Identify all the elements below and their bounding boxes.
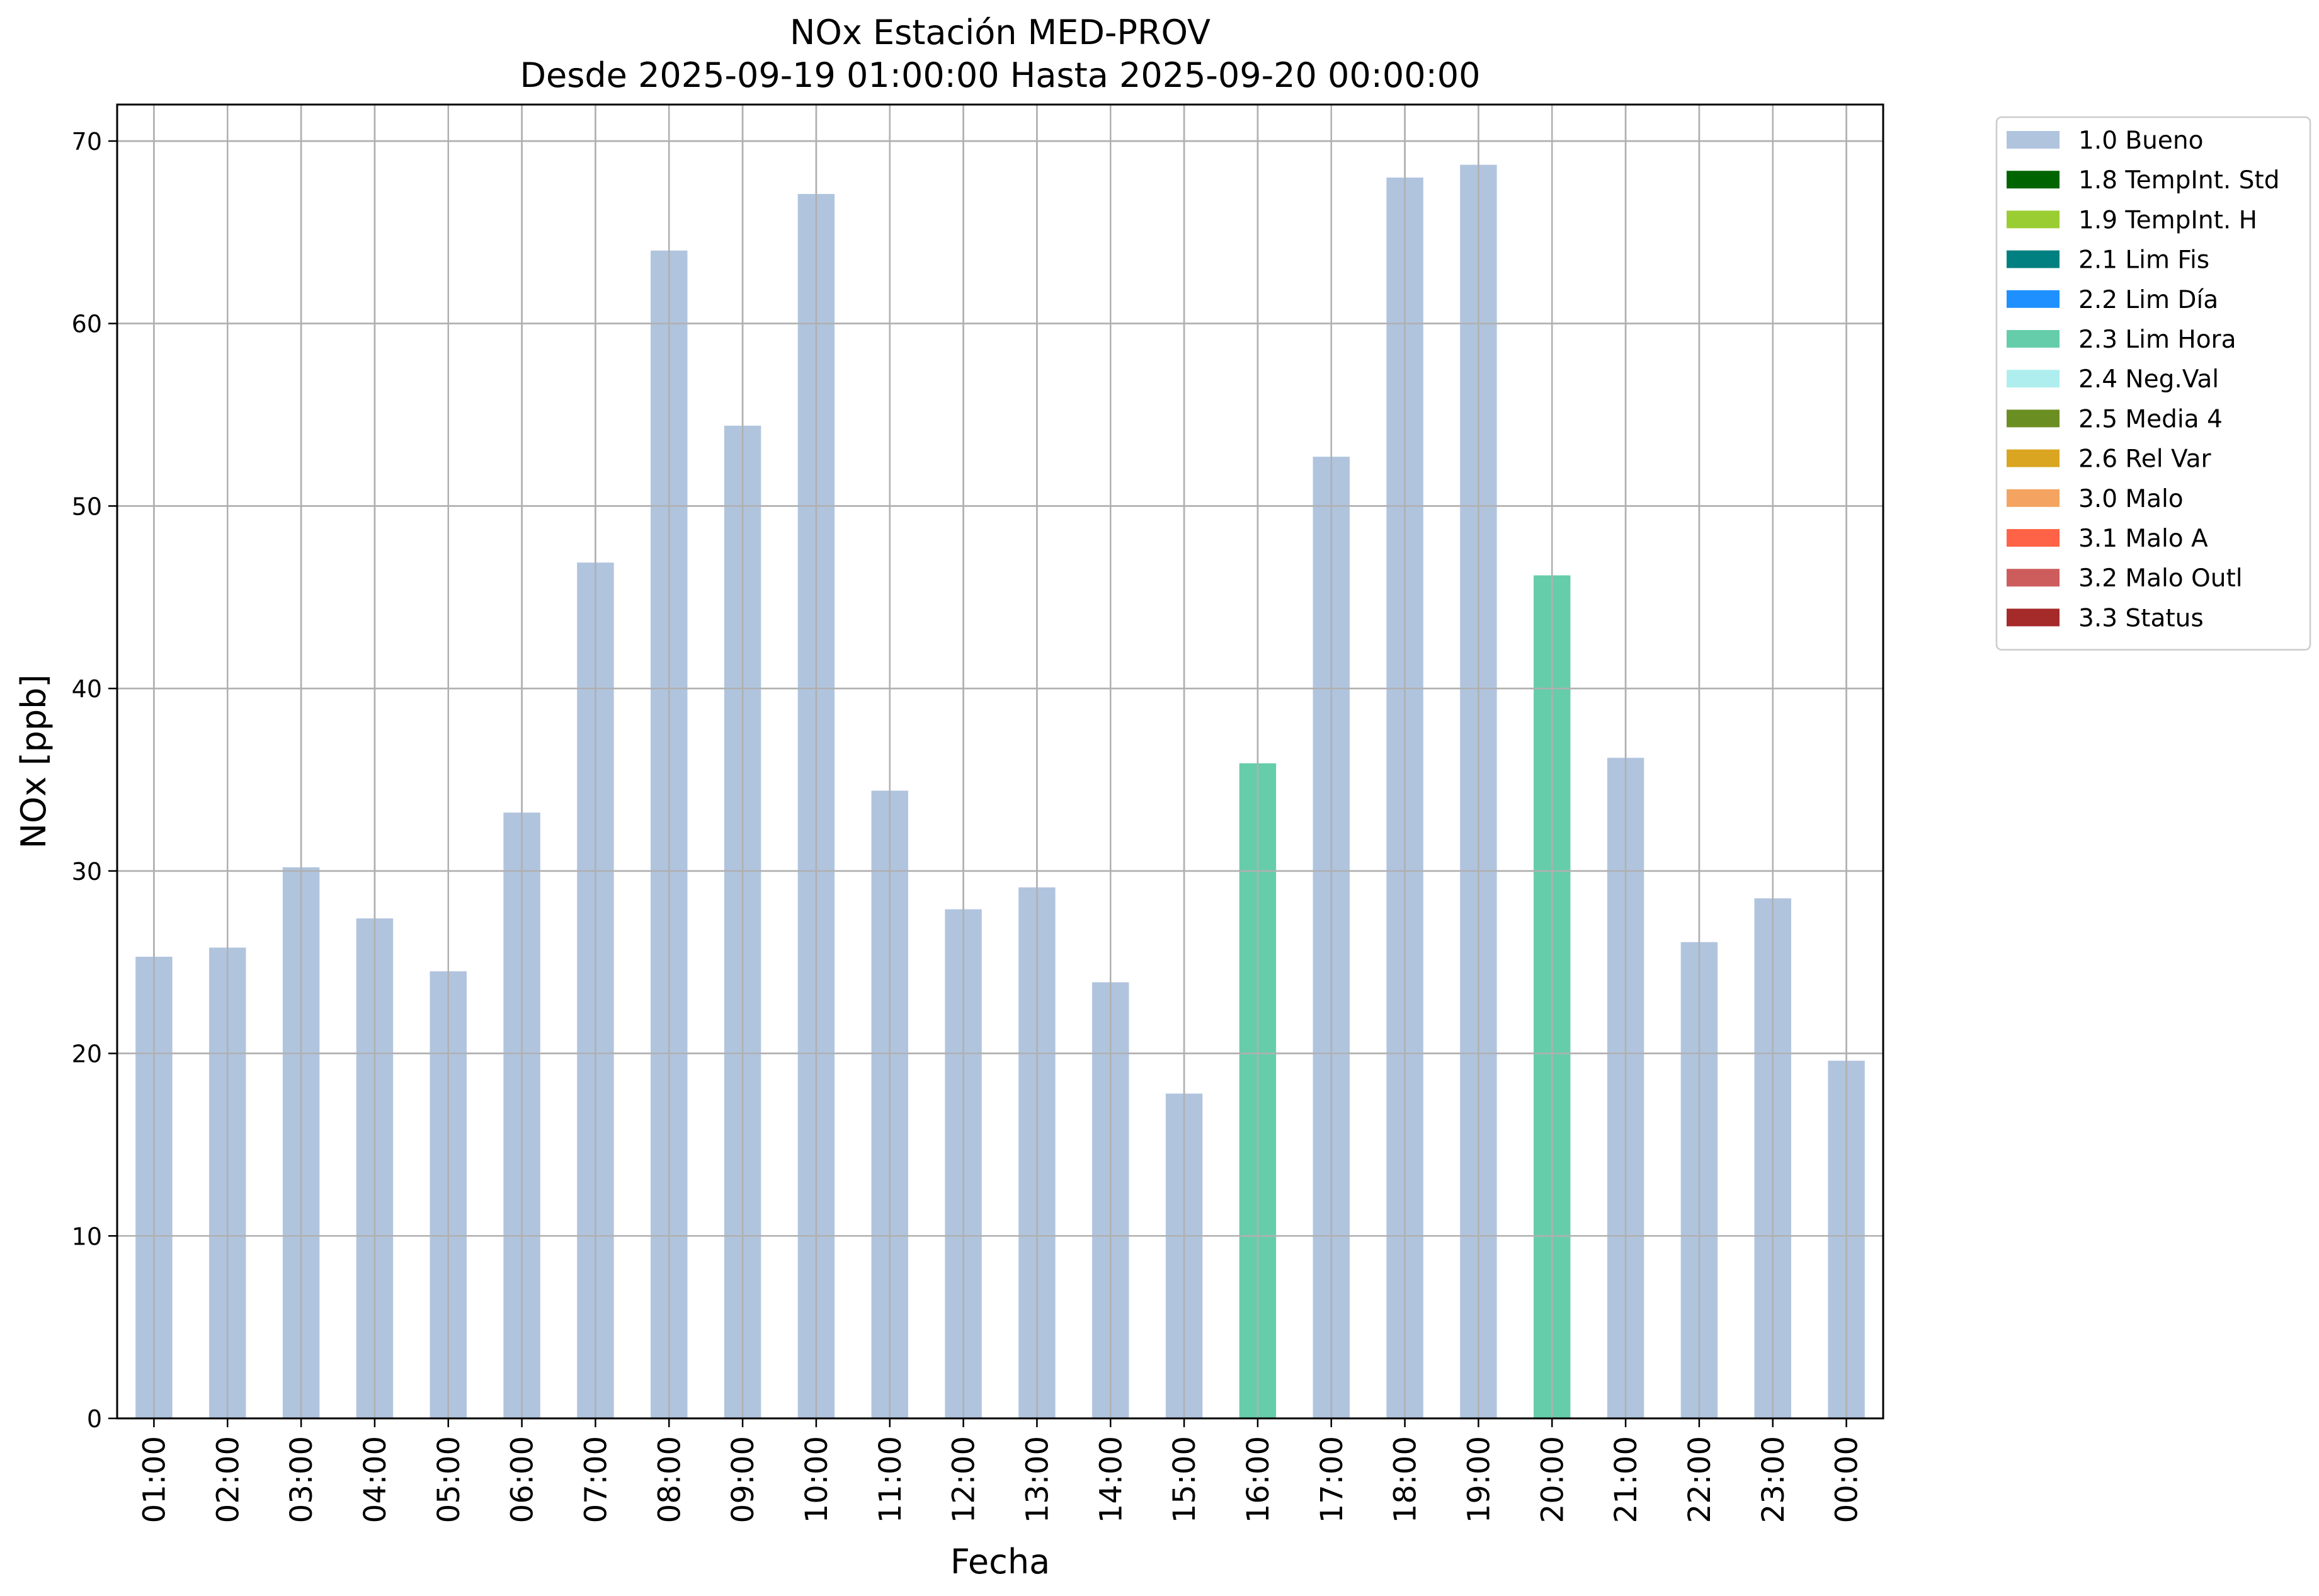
legend-swatch-2.4 (2007, 370, 2060, 388)
y-axis-label: NOx [ppb] (14, 675, 54, 849)
legend-swatch-3.2 (2007, 569, 2060, 587)
x-axis-label: Fecha (950, 1542, 1050, 1582)
y-tick-label: 50 (72, 493, 102, 520)
x-tick-label: 23:00 (1756, 1436, 1791, 1523)
legend-swatch-2.5 (2007, 409, 2060, 428)
x-tick-label: 16:00 (1241, 1436, 1276, 1523)
legend-label: 1.0 Bueno (2078, 127, 2203, 155)
x-tick-label: 02:00 (210, 1436, 246, 1523)
legend-label: 2.4 Neg.Val (2078, 365, 2219, 394)
legend-label: 2.5 Media 4 (2078, 405, 2223, 433)
y-tick-label: 20 (72, 1040, 102, 1068)
legend-swatch-2.6 (2007, 449, 2060, 467)
legend-label: 2.6 Rel Var (2078, 445, 2212, 474)
y-tick-label: 30 (72, 858, 102, 886)
x-tick-label: 10:00 (799, 1436, 835, 1523)
legend-swatch-2.1 (2007, 250, 2060, 268)
legend-swatch-1.8 (2007, 171, 2060, 189)
x-tick-label: 15:00 (1167, 1436, 1202, 1523)
x-tick-label: 21:00 (1609, 1436, 1644, 1523)
x-axis: 01:00 02:00 03:00 04:00 05:00 06:00 07:00 08:00… (137, 1418, 1865, 1523)
y-tick-label: 70 (72, 128, 102, 156)
x-tick-label: 20:00 (1535, 1436, 1570, 1523)
legend-swatch-2.2 (2007, 290, 2060, 308)
legend-label: 2.1 Lim Fis (2078, 246, 2209, 275)
y-tick-label: 40 (72, 675, 102, 703)
bar-series (117, 105, 1883, 1420)
chart-title: NOx Estación MED-PROV (790, 13, 1211, 52)
x-tick-label: 01:00 (137, 1436, 172, 1523)
plot-frame (116, 103, 1884, 1420)
x-tick-label: 14:00 (1093, 1436, 1129, 1523)
legend-swatch-1.0 (2007, 131, 2060, 149)
x-tick-label: 03:00 (284, 1436, 319, 1523)
legend-label: 2.3 Lim Hora (2078, 326, 2236, 354)
x-tick-label: 05:00 (431, 1436, 467, 1523)
legend: 1.0 Bueno 1.8 TempInt. Std 1.9 TempInt. H 2… (1995, 116, 2311, 651)
chart-subtitle: Desde 2025-09-19 01:00:00 Hasta 2025-09-… (520, 55, 1480, 95)
x-tick-label: 12:00 (947, 1436, 982, 1523)
x-tick-label: 13:00 (1020, 1436, 1055, 1523)
legend-label: 1.8 TempInt. Std (2078, 166, 2279, 195)
x-tick-label: 22:00 (1682, 1436, 1718, 1523)
x-tick-label: 09:00 (726, 1436, 761, 1523)
x-tick-label: 07:00 (578, 1436, 613, 1523)
x-tick-label: 11:00 (873, 1436, 908, 1523)
legend-swatch-3.1 (2007, 529, 2060, 547)
legend-box (1995, 116, 2311, 651)
x-tick-label: 00:00 (1830, 1436, 1865, 1523)
legend-swatch-3.0 (2007, 489, 2060, 507)
x-tick-label: 08:00 (652, 1436, 687, 1523)
legend-label: 3.2 Malo Outl (2078, 564, 2243, 593)
legend-swatch-3.3 (2007, 608, 2060, 627)
y-tick-label: 0 (87, 1405, 102, 1433)
legend-swatch-2.3 (2007, 330, 2060, 348)
legend-label: 3.3 Status (2078, 604, 2204, 632)
x-tick-label: 06:00 (505, 1436, 540, 1523)
legend-label: 3.1 Malo A (2078, 525, 2208, 553)
y-tick-label: 60 (72, 311, 102, 338)
x-tick-label: 17:00 (1314, 1436, 1350, 1523)
legend-label: 3.0 Malo (2078, 485, 2184, 513)
x-tick-label: 19:00 (1461, 1436, 1496, 1523)
legend-label: 2.2 Lim Día (2078, 286, 2218, 314)
y-tick-label: 10 (72, 1223, 102, 1250)
x-tick-label: 18:00 (1388, 1436, 1423, 1523)
y-axis: 0 10 20 30 40 50 60 70 (72, 128, 117, 1433)
legend-label: 1.9 TempInt. H (2078, 206, 2257, 234)
x-tick-label: 04:00 (358, 1436, 393, 1523)
legend-swatch-1.9 (2007, 210, 2060, 229)
